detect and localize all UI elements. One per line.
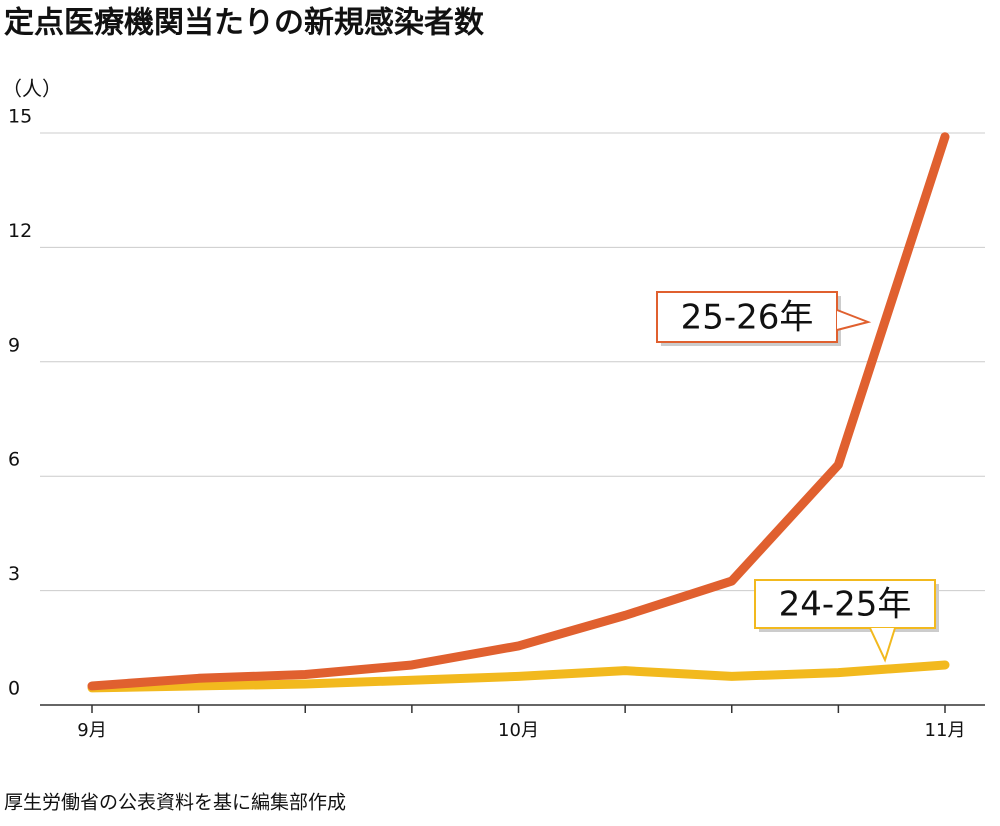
- x-tick-label: 9月: [77, 720, 106, 741]
- series-line: [87, 132, 950, 691]
- y-tick-label: 9: [8, 334, 20, 356]
- y-tick-label: 12: [8, 220, 32, 242]
- chart-title: 定点医療機関当たりの新規感染者数: [4, 6, 485, 41]
- x-tick-label: 10月: [498, 720, 539, 741]
- y-tick-label: 6: [8, 449, 20, 471]
- callout-box: [656, 291, 838, 343]
- y-unit: （人）: [2, 77, 62, 101]
- legend-label: 24-25年: [779, 585, 912, 625]
- callout-tip: [869, 627, 896, 663]
- legend-label: 25-26年: [681, 298, 814, 338]
- y-tick-label: 0: [8, 678, 20, 700]
- source: 厚生労働省の公表資料を基に編集部作成: [4, 792, 346, 814]
- x-tick-label: 11月: [925, 720, 966, 741]
- legend-callout: 25-26年: [656, 291, 872, 346]
- legend-callout: 24-25年: [754, 579, 939, 663]
- callout-tip: [836, 309, 872, 331]
- callout-box: [754, 579, 936, 629]
- series-line: [87, 660, 950, 693]
- y-tick-label: 3: [8, 563, 20, 585]
- y-tick-label: 15: [8, 106, 32, 128]
